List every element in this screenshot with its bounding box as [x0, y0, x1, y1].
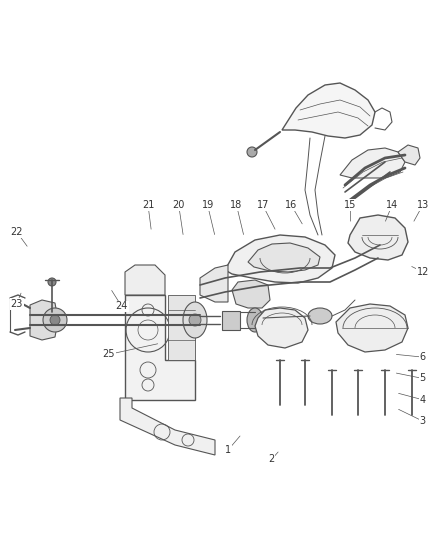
Text: 13: 13: [417, 200, 429, 210]
Text: 25: 25: [102, 350, 115, 359]
Polygon shape: [248, 243, 320, 272]
Text: 21: 21: [142, 200, 154, 210]
Text: 19: 19: [201, 200, 214, 210]
Text: 20: 20: [173, 200, 185, 210]
Polygon shape: [125, 295, 195, 400]
Polygon shape: [232, 280, 270, 308]
Circle shape: [43, 308, 67, 332]
Text: 5: 5: [420, 374, 426, 383]
Ellipse shape: [247, 308, 263, 332]
Text: 6: 6: [420, 352, 426, 362]
Text: 2: 2: [268, 455, 275, 464]
Polygon shape: [348, 215, 408, 260]
Text: 16: 16: [285, 200, 297, 210]
Polygon shape: [200, 265, 228, 302]
Text: 15: 15: [344, 200, 357, 210]
Text: 22: 22: [11, 227, 23, 237]
Text: 24: 24: [116, 302, 128, 311]
Circle shape: [189, 314, 201, 326]
Text: 3: 3: [420, 416, 426, 426]
Polygon shape: [340, 148, 405, 178]
Polygon shape: [125, 265, 165, 295]
Polygon shape: [120, 398, 215, 455]
Polygon shape: [168, 295, 195, 360]
Polygon shape: [222, 311, 240, 330]
Polygon shape: [336, 304, 408, 352]
Ellipse shape: [308, 308, 332, 324]
Polygon shape: [30, 300, 58, 340]
Polygon shape: [225, 235, 335, 283]
Polygon shape: [282, 83, 375, 138]
Polygon shape: [255, 308, 308, 348]
Text: 1: 1: [225, 446, 231, 455]
Text: 23: 23: [11, 299, 23, 309]
Ellipse shape: [183, 302, 207, 338]
Circle shape: [247, 147, 257, 157]
Text: 18: 18: [230, 200, 243, 210]
Text: 4: 4: [420, 395, 426, 405]
Circle shape: [48, 278, 56, 286]
Text: 12: 12: [417, 267, 429, 277]
Circle shape: [50, 315, 60, 325]
Text: 14: 14: [386, 200, 398, 210]
Polygon shape: [398, 145, 420, 165]
Text: 17: 17: [257, 200, 269, 210]
